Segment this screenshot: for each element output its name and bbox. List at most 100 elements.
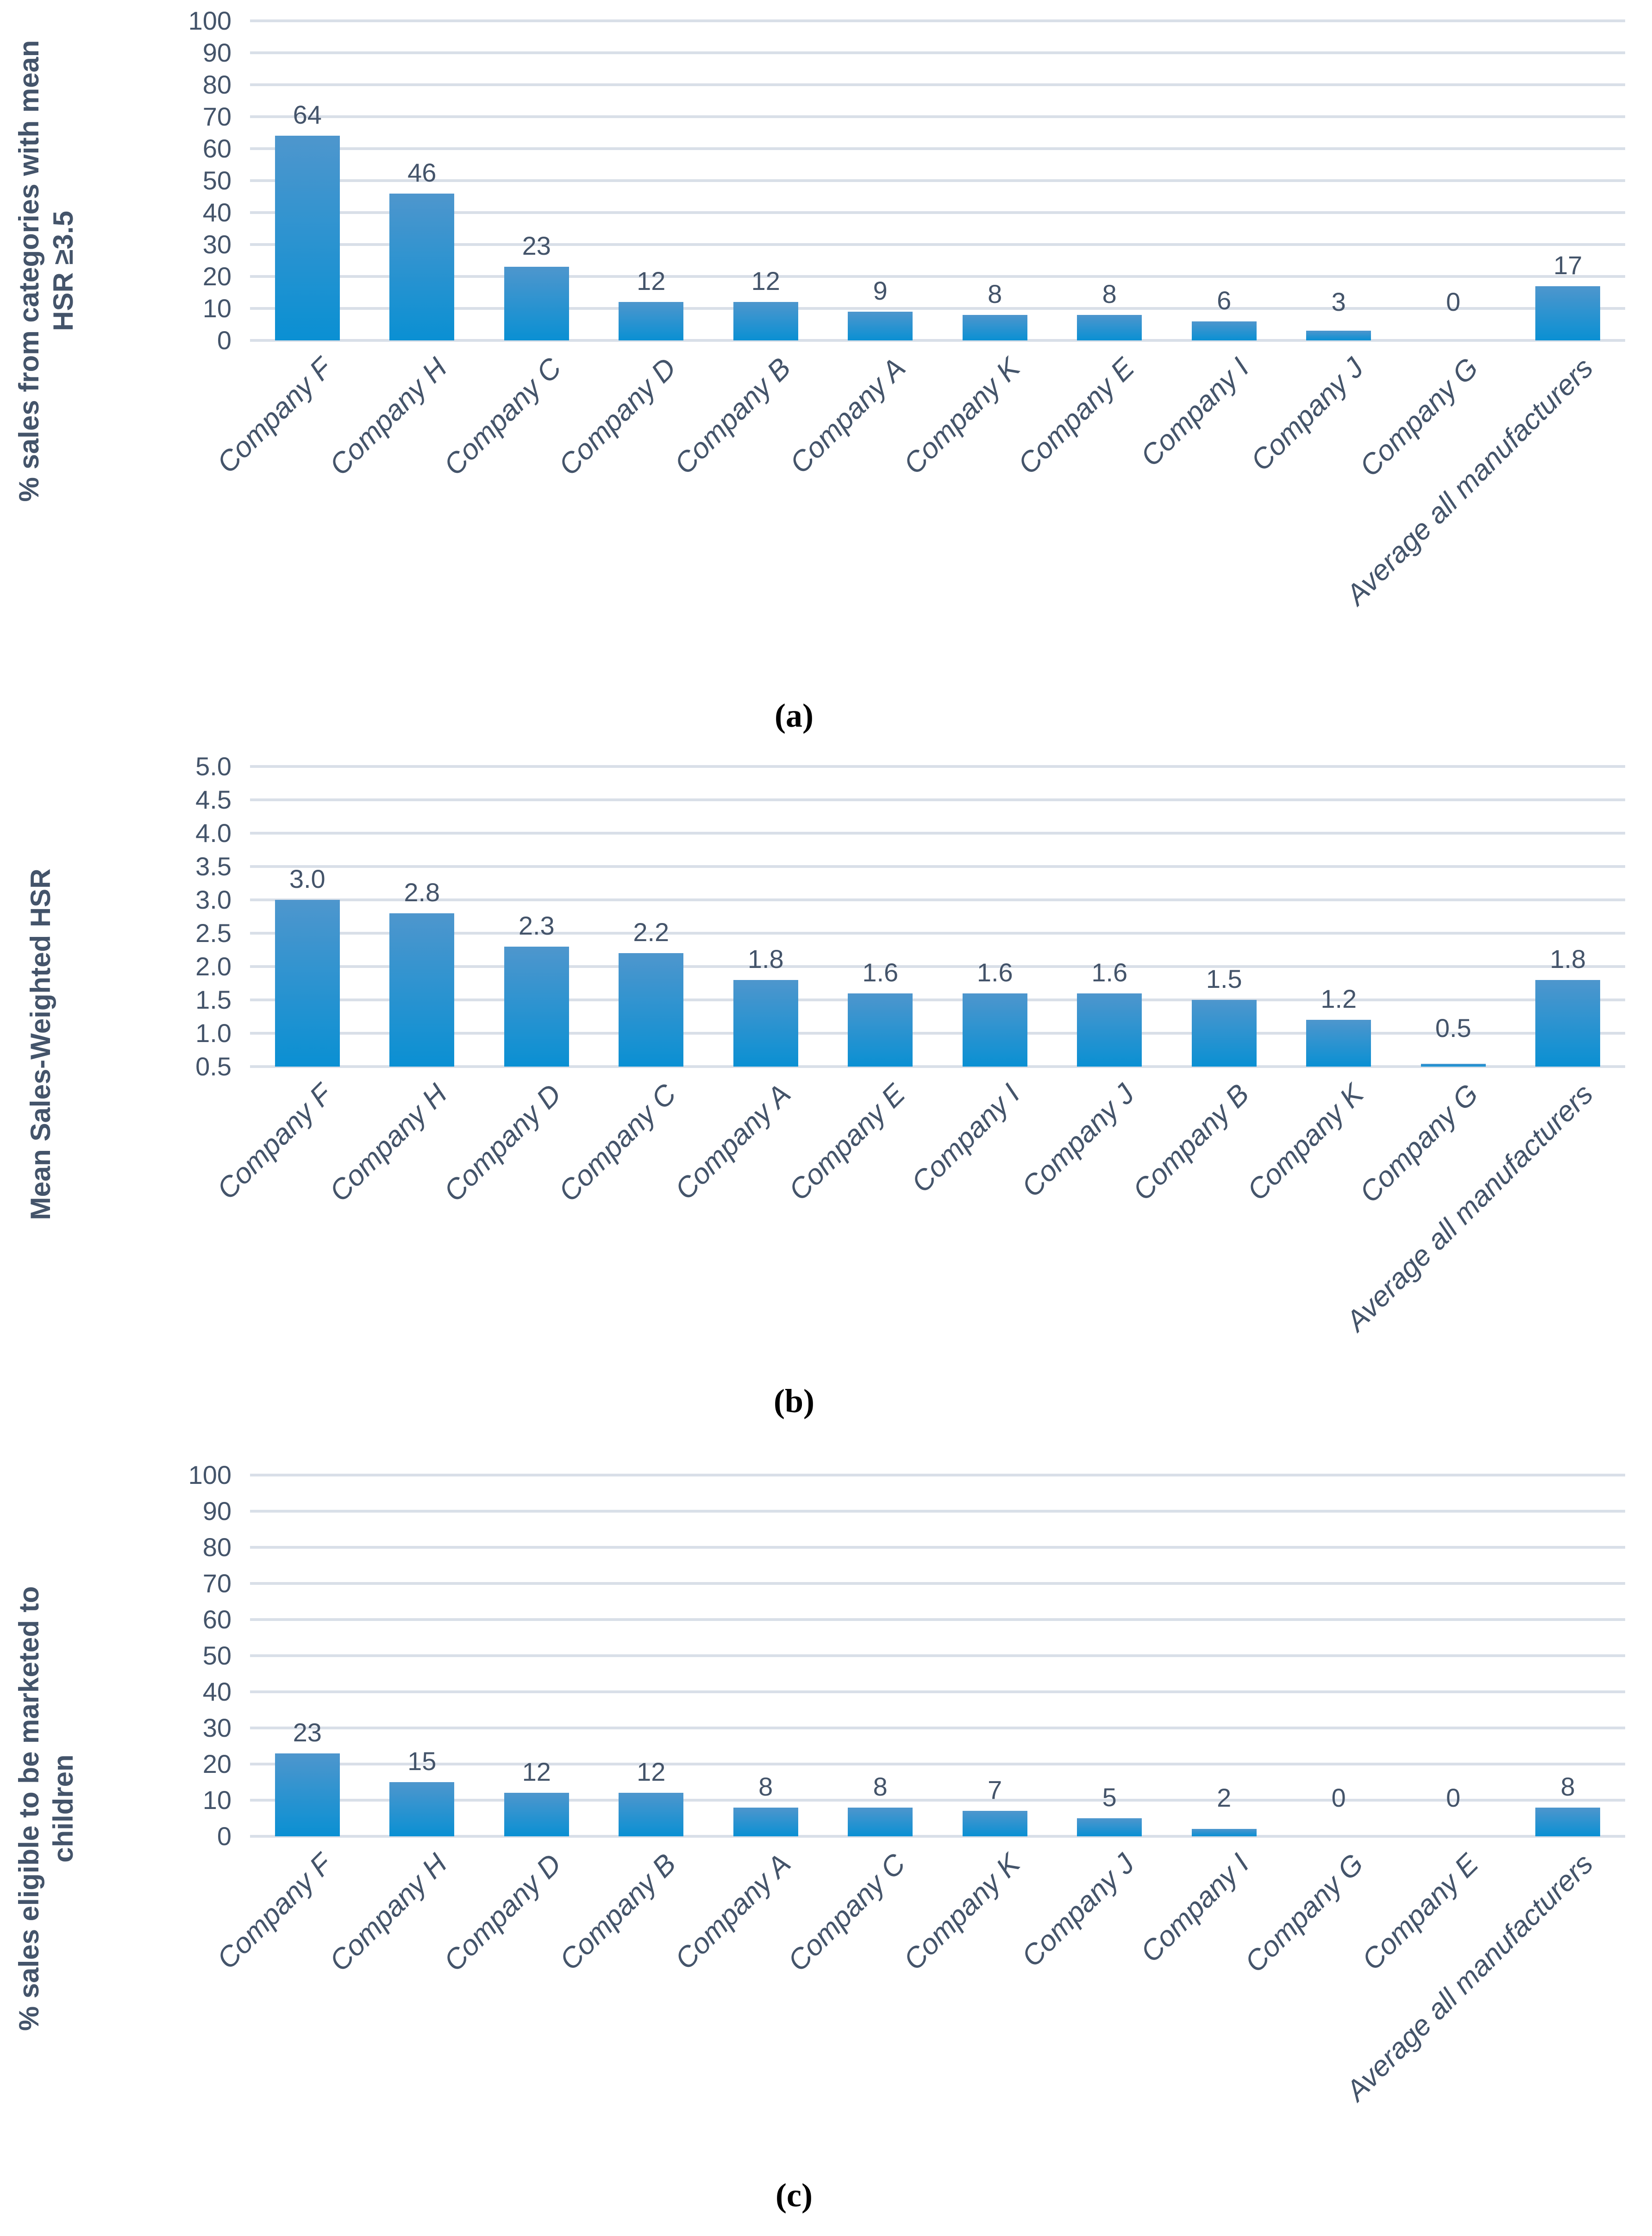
y-tick-label: 100 — [188, 1460, 232, 1489]
bar-company-c — [504, 267, 569, 340]
gridline — [250, 1690, 1625, 1693]
y-tick-label: 0 — [217, 326, 232, 355]
y-axis-title-line: Mean Sales-Weighted HSR — [25, 868, 56, 1220]
y-tick-label: 80 — [202, 1533, 232, 1562]
value-label-company-h: 15 — [407, 1746, 437, 1776]
gridline — [250, 243, 1625, 246]
bar-company-b — [619, 1793, 684, 1836]
bar-company-e — [848, 993, 913, 1067]
value-label-company-a: 9 — [873, 276, 888, 305]
bar-company-i — [962, 993, 1027, 1067]
bar-company-c — [619, 953, 684, 1067]
y-tick-label: 80 — [202, 70, 232, 99]
value-label-company-h: 2.8 — [404, 878, 440, 907]
value-label-company-e: 1.6 — [862, 958, 899, 987]
gridline — [250, 275, 1625, 278]
bar-company-k — [1306, 1020, 1371, 1067]
value-label-company-f: 3.0 — [289, 864, 325, 893]
figure-caption-a: (a) — [775, 697, 813, 734]
y-tick-label: 90 — [202, 38, 232, 67]
x-category-label-company-d: Company D — [11, 352, 682, 482]
y-tick-label: 1.5 — [195, 985, 232, 1014]
bar-company-j — [1306, 331, 1371, 340]
y-tick-label: 60 — [202, 134, 232, 163]
gridline — [250, 19, 1625, 22]
x-category-label-company-b: Company B — [126, 352, 797, 481]
x-category-label-company-g: Company G — [699, 1847, 1370, 1979]
y-tick-label: 40 — [202, 1677, 232, 1706]
gridline — [250, 1618, 1625, 1621]
y-axis-title-b: Mean Sales-Weighted HSR — [24, 674, 58, 1415]
x-category-label-company-a: Company A — [126, 1847, 797, 1976]
x-category-label-text: Company J — [1015, 1078, 1141, 1204]
figure-caption-c: (c) — [776, 2177, 813, 2214]
bar-company-i — [1191, 321, 1257, 340]
value-label-company-g: 0 — [1331, 1783, 1346, 1812]
value-label-company-b: 1.5 — [1206, 964, 1242, 993]
value-label-average-all-manufacturers: 17 — [1553, 251, 1583, 280]
x-category-label-text: Company H — [323, 352, 453, 482]
x-category-label-company-f: Company F — [0, 1847, 338, 1975]
gridline — [250, 179, 1625, 182]
value-label-company-e: 0 — [1446, 1783, 1461, 1812]
gridline — [250, 965, 1625, 968]
value-label-company-c: 2.2 — [633, 917, 670, 947]
gridline — [250, 147, 1625, 150]
value-label-company-j: 3 — [1331, 287, 1346, 316]
x-category-label-text: Company I — [1134, 352, 1256, 473]
value-label-average-all-manufacturers: 8 — [1560, 1772, 1575, 1801]
x-category-label-text: Company B — [1126, 1078, 1256, 1207]
y-axis-title-line: % sales from categories with mean — [13, 40, 44, 502]
y-axis-title-line: % sales eligible to be marketed to — [13, 1586, 44, 2031]
gridline — [250, 1654, 1625, 1657]
gridline — [250, 765, 1625, 768]
y-tick-label: 20 — [202, 1749, 232, 1778]
gridline — [250, 1763, 1625, 1765]
x-category-label-text: Company C — [782, 1847, 912, 1978]
gridline — [250, 1474, 1625, 1476]
x-category-label-text: Company F — [211, 1078, 339, 1206]
gridline — [250, 211, 1625, 214]
x-category-label-company-e: Company E — [469, 352, 1141, 481]
gridline — [250, 865, 1625, 868]
bar-average-all-manufacturers — [1535, 980, 1601, 1067]
value-label-company-b: 12 — [637, 1757, 666, 1786]
x-category-label-text: Company A — [783, 352, 912, 480]
x-category-label-text: Company C — [438, 352, 568, 482]
value-label-company-a: 8 — [758, 1772, 773, 1801]
y-tick-label: 0.5 — [195, 1052, 232, 1081]
x-category-label-company-j: Company J — [469, 1078, 1141, 1204]
gridline — [250, 1835, 1625, 1838]
y-axis-title-line: HSR ≥3.5 — [48, 211, 79, 331]
value-label-company-k: 8 — [988, 279, 1002, 308]
gridline — [250, 1727, 1625, 1729]
y-tick-label: 90 — [202, 1496, 232, 1526]
bar-company-f — [275, 136, 340, 340]
x-category-label-company-f: Company F — [0, 352, 338, 479]
value-label-company-g: 0 — [1446, 287, 1461, 316]
gridline — [250, 932, 1625, 935]
x-category-label-text: Company A — [669, 1078, 797, 1206]
value-label-company-k: 7 — [988, 1775, 1002, 1804]
y-tick-label: 3.5 — [195, 852, 232, 881]
bar-company-h — [389, 913, 455, 1067]
gridline — [250, 1546, 1625, 1549]
x-category-label-company-g: Company G — [813, 1078, 1485, 1209]
x-category-label-company-k: Company K — [355, 1847, 1026, 1977]
value-label-company-d: 12 — [637, 266, 666, 295]
y-tick-label: 4.5 — [195, 785, 232, 814]
gridline — [250, 339, 1625, 342]
bar-company-a — [733, 1808, 798, 1836]
gridline — [250, 798, 1625, 801]
bar-company-a — [848, 312, 913, 340]
gridline — [250, 1799, 1625, 1802]
y-tick-label: 40 — [202, 198, 232, 227]
x-category-label-text: Company F — [211, 352, 339, 480]
value-label-company-b: 12 — [751, 266, 780, 295]
y-tick-label: 4.0 — [195, 818, 232, 848]
x-category-label-text: Company G — [1353, 1078, 1485, 1209]
gridline — [250, 832, 1625, 835]
x-category-label-text: Company C — [552, 1078, 682, 1208]
value-label-company-i: 2 — [1217, 1783, 1232, 1812]
